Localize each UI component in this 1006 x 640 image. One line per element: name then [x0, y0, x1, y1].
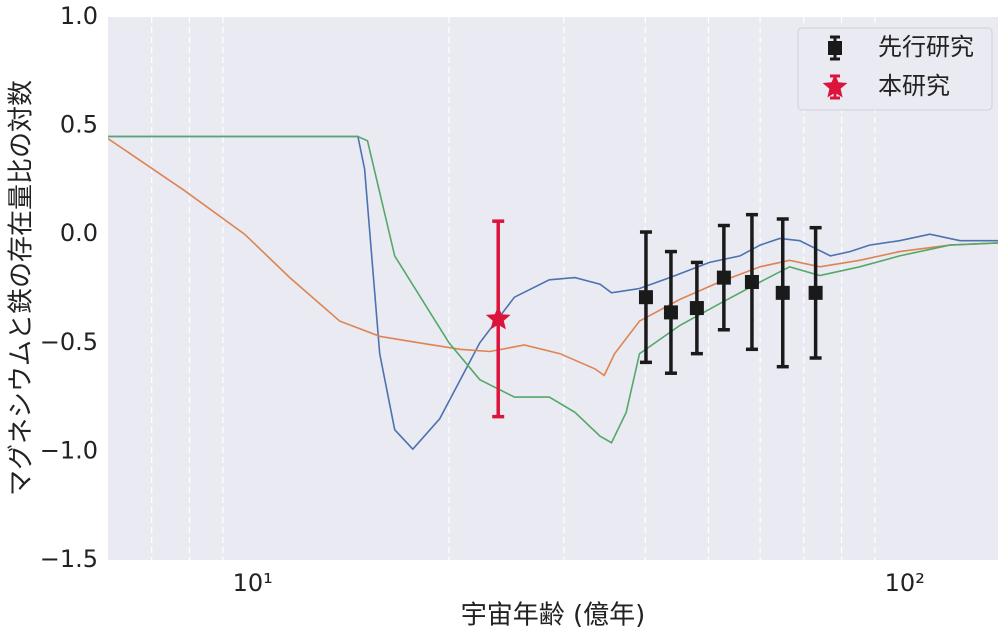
model-line	[108, 135, 998, 444]
y-axis-label: マグネシウムと鉄の存在量比の対数	[7, 80, 37, 496]
legend-label: 本研究	[878, 72, 950, 100]
square-marker	[808, 285, 823, 300]
square-marker	[638, 290, 653, 305]
star-marker	[822, 74, 848, 98]
y-tick-label: −1.5	[40, 545, 98, 573]
square-marker	[689, 301, 704, 316]
legend-label: 先行研究	[878, 33, 974, 61]
legend-box	[797, 27, 993, 111]
model-line	[108, 137, 998, 377]
x-tick-label: 10²	[885, 569, 925, 597]
square-marker	[716, 270, 731, 285]
model-line	[108, 135, 998, 451]
y-tick-label: 0.0	[60, 219, 98, 247]
x-tick-label: 10¹	[233, 569, 273, 597]
y-tick-label: 1.0	[60, 2, 98, 30]
square-marker	[775, 285, 790, 300]
square-marker	[663, 305, 678, 320]
y-tick-label: −0.5	[40, 328, 98, 356]
x-axis-label: 宇宙年齢 (億年)	[461, 601, 646, 631]
y-tick-label: 0.5	[60, 111, 98, 139]
square-marker	[828, 41, 842, 55]
star-marker	[485, 305, 511, 330]
y-tick-label: −1.0	[40, 436, 98, 464]
square-marker	[744, 274, 759, 289]
